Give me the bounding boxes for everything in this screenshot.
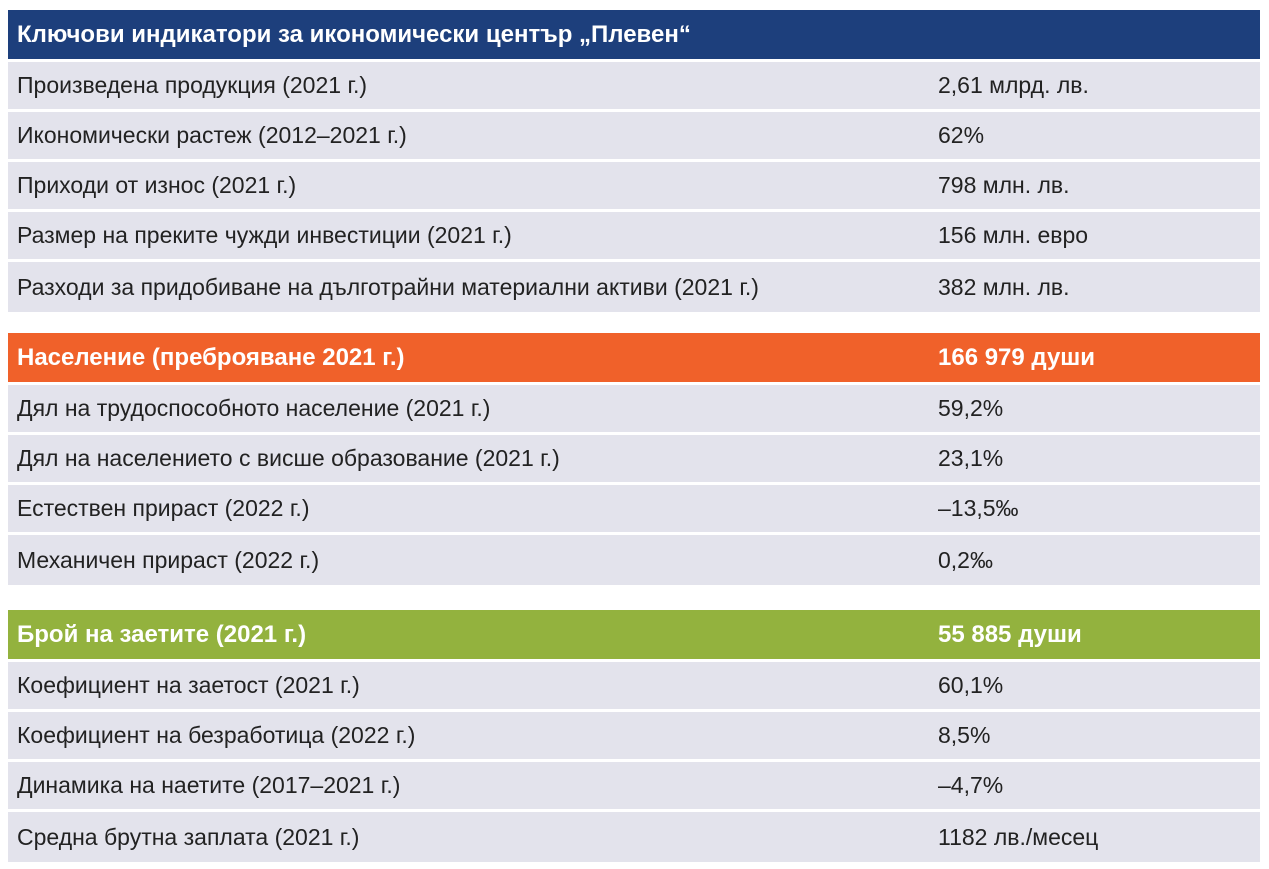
row-value: 0,2‰: [938, 546, 993, 573]
row-value: 2,61 млрд. лв.: [938, 72, 1089, 98]
row-value: 8,5%: [938, 722, 991, 748]
row-label: Естествен прираст (2022 г.): [17, 495, 310, 521]
row-label: Дял на населението с висше образование (…: [17, 445, 560, 471]
table-row: Приходи от износ (2021 г.) 798 млн. лв.: [8, 162, 1260, 212]
row-value: 23,1%: [938, 445, 1004, 471]
employment-title: Брой на заетите (2021 г.): [17, 620, 307, 648]
table-row: Средна брутна заплата (2021 г.) 1182 лв.…: [8, 812, 1260, 862]
row-label: Размер на преките чужди инвестиции (2021…: [17, 222, 512, 248]
employment-header: Брой на заетите (2021 г.) 55 885 души: [8, 610, 1260, 662]
row-label: Разходи за придобиване на дълготрайни ма…: [17, 273, 759, 300]
employment-value: 55 885 души: [938, 620, 1082, 648]
row-value: 156 млн. евро: [938, 222, 1089, 248]
row-value: 59,2%: [938, 395, 1004, 421]
table-row: Икономически растеж (2012–2021 г.) 62%: [8, 112, 1260, 162]
table-row: Естествен прираст (2022 г.) –13,5‰: [8, 485, 1260, 535]
row-label: Дял на трудоспособното население (2021 г…: [17, 395, 491, 421]
table-row: Коефициент на безработица (2022 г.) 8,5%: [8, 712, 1260, 762]
table-row: Механичен прираст (2022 г.) 0,2‰: [8, 535, 1260, 585]
row-label: Средна брутна заплата (2021 г.): [17, 823, 360, 850]
table-row: Дял на населението с висше образование (…: [8, 435, 1260, 485]
population-table: Население (преброяване 2021 г.) 166 979 …: [8, 333, 1260, 585]
key-indicators-table: Ключови индикатори за икономически центъ…: [8, 10, 1260, 312]
row-value: 798 млн. лв.: [938, 172, 1070, 198]
table-row: Дял на трудоспособното население (2021 г…: [8, 385, 1260, 435]
population-header: Население (преброяване 2021 г.) 166 979 …: [8, 333, 1260, 385]
row-label: Икономически растеж (2012–2021 г.): [17, 122, 407, 148]
row-label: Коефициент на заетост (2021 г.): [17, 672, 360, 698]
table-row: Размер на преките чужди инвестиции (2021…: [8, 212, 1260, 262]
row-value: –13,5‰: [938, 495, 1019, 521]
row-label: Динамика на наетите (2017–2021 г.): [17, 772, 401, 798]
row-value: 60,1%: [938, 672, 1004, 698]
table-row: Произведена продукция (2021 г.) 2,61 млр…: [8, 62, 1260, 112]
table-row: Разходи за придобиване на дълготрайни ма…: [8, 262, 1260, 312]
row-label: Произведена продукция (2021 г.): [17, 72, 368, 98]
table-row: Коефициент на заетост (2021 г.) 60,1%: [8, 662, 1260, 712]
key-indicators-header: Ключови индикатори за икономически центъ…: [8, 10, 1260, 62]
row-label: Коефициент на безработица (2022 г.): [17, 722, 416, 748]
row-value: 1182 лв./месец: [938, 823, 1099, 850]
row-value: –4,7%: [938, 772, 1004, 798]
population-value: 166 979 души: [938, 343, 1096, 371]
population-title: Население (преброяване 2021 г.): [17, 343, 405, 371]
table-row: Динамика на наетите (2017–2021 г.) –4,7%: [8, 762, 1260, 812]
employment-table: Брой на заетите (2021 г.) 55 885 души Ко…: [8, 610, 1260, 862]
row-label: Приходи от износ (2021 г.): [17, 172, 297, 198]
row-value: 382 млн. лв.: [938, 273, 1070, 300]
key-indicators-title: Ключови индикатори за икономически центъ…: [17, 20, 691, 48]
row-value: 62%: [938, 122, 985, 148]
row-label: Механичен прираст (2022 г.): [17, 546, 320, 573]
